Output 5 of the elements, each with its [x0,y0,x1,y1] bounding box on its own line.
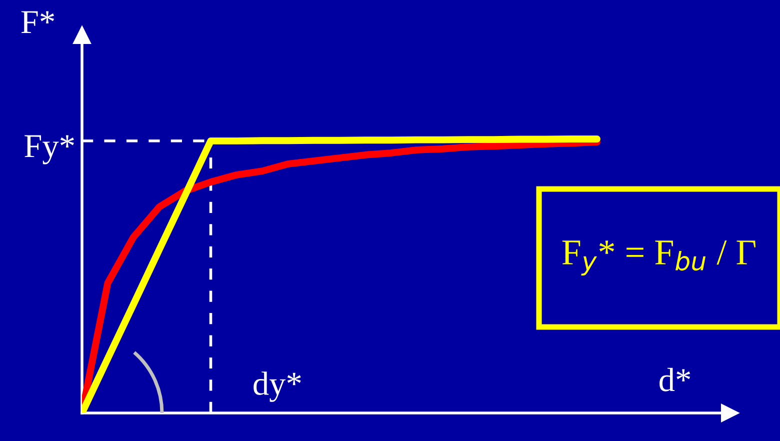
y-axis-title: F* [21,11,54,34]
annotation: dy* [254,372,301,402]
annotation: F$_{y}$* = F$_{bu}$ / Γ [562,240,756,276]
x-axis-title: d* [660,368,690,392]
ref-line-label: Fy* [24,135,74,164]
